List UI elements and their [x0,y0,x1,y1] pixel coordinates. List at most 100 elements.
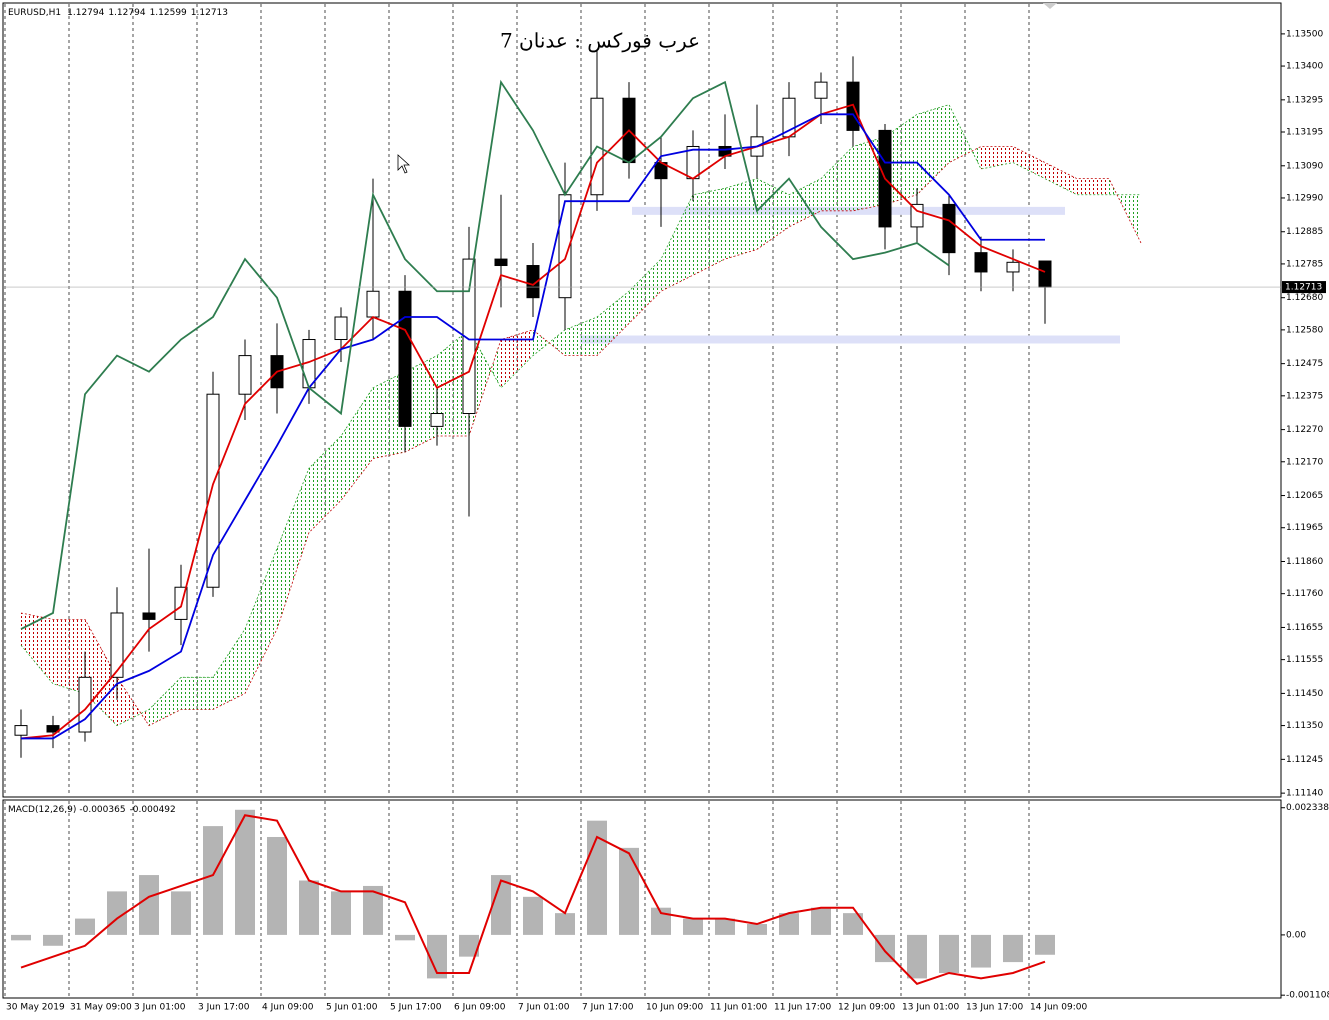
macd-bar [299,880,319,935]
cloud-segment [853,136,885,211]
macd-bar [683,918,703,935]
candle-body [366,290,380,318]
macd-bar [75,918,95,935]
candle-body [14,725,28,736]
x-tick-label: 7 Jun 01:00 [518,1003,570,1013]
x-tick-label: 13 Jun 17:00 [966,1003,1023,1013]
macd-bar [459,934,479,957]
header-high: 1.12794 [108,8,145,18]
header-low: 1.12599 [150,8,187,18]
x-tick-label: 11 Jun 17:00 [774,1003,831,1013]
candle-body [78,676,92,733]
y-tick-label: 0.002338 [1286,803,1329,813]
x-tick-label: 10 Jun 09:00 [646,1003,703,1013]
x-tick-label: 5 Jun 01:00 [326,1003,378,1013]
candle-body [238,355,252,395]
x-tick-label: 3 Jun 17:00 [198,1003,250,1013]
y-tick-label: 1.11555 [1286,655,1323,665]
cloud-segment [469,329,501,437]
y-tick-label: 1.12065 [1286,491,1323,501]
macd-bar [1035,934,1055,955]
x-tick-label: 31 May 09:00 [70,1003,132,1013]
y-tick-label: 1.11760 [1286,589,1323,599]
y-tick-label: 1.13195 [1286,128,1323,138]
x-tick-label: 7 Jun 17:00 [582,1003,634,1013]
mouse-cursor [397,154,411,174]
cloud-segment [341,387,373,501]
macd-bar [747,924,767,935]
cloud-segment [693,188,725,276]
y-tick-label: 1.12270 [1286,425,1323,435]
y-tick-label: 1.13295 [1286,95,1323,105]
macd-panel [2,799,1282,999]
cloud-segment [213,629,245,710]
macd-title: MACD(12,26,9) [8,805,76,815]
macd-bar [779,913,799,935]
x-tick-label: 5 Jun 17:00 [390,1003,442,1013]
cloud-segment [821,146,853,211]
macd-bar [43,934,63,946]
y-tick-label: 1.12580 [1286,325,1323,335]
indicator-line [20,103,1046,740]
header-open: 1.12794 [67,8,104,18]
cloud-segment [245,548,277,694]
y-tick-label: 1.12885 [1286,227,1323,237]
cloud-segment [149,677,181,726]
macd-bar [331,891,351,935]
cloud-segment [885,114,917,205]
x-tick-label: 14 Jun 09:00 [1030,1003,1087,1013]
macd-bar [235,809,255,935]
macd-bar [395,934,415,941]
candle-body [942,203,956,254]
cloud-segment [565,316,597,356]
candle-body [494,258,508,267]
cloud-segment [501,329,533,388]
cloud-segment [1077,178,1109,195]
candle-body [1038,260,1052,288]
y-tick-label: 1.11860 [1286,557,1323,567]
price-label: 1.12713 [1285,283,1322,293]
macd-bar [139,875,159,935]
macd-bar [619,847,639,935]
candle-body [974,252,988,273]
y-tick-label: 1.13400 [1286,62,1323,72]
candle-body [110,612,124,678]
chart-title: عرب فوركس : عدنان 7 [500,29,700,53]
candle-body [142,612,156,620]
chart-header: EURUSD,H1 1.12794 1.12794 1.12599 1.12713 [8,8,228,18]
macd-bar [1003,934,1023,963]
x-tick-label: 12 Jun 09:00 [838,1003,895,1013]
macd-bar [555,913,575,935]
signal-line [20,814,1046,986]
y-tick-label: 1.12680 [1286,293,1323,303]
cloud-segment [661,194,693,292]
cloud-segment [597,291,629,356]
macd-bar [267,836,287,935]
macd-bar [203,826,223,935]
candle-body [334,316,348,341]
candle-body [206,393,220,588]
macd-bar [427,934,447,979]
macd-main-last: -0.000365 [79,805,125,815]
candle-body [46,725,60,733]
cloud-segment [373,371,405,459]
macd-bar [523,896,543,935]
x-tick-label: 4 Jun 09:00 [262,1003,314,1013]
cloud-segment [277,468,309,630]
candle-body [814,81,828,99]
cloud-segment [1045,162,1077,195]
x-tick-label: 6 Jun 09:00 [454,1003,506,1013]
x-tick-label: 11 Jun 01:00 [710,1003,767,1013]
header-close: 1.12713 [191,8,228,18]
cloud-span [20,104,1141,727]
macd-header: MACD(12,26,9) -0.000365 -0.000492 [8,805,176,815]
symbol: EURUSD,H1 [8,8,61,18]
macd-bar [715,918,735,935]
cloud-segment [405,355,437,453]
candle-body [398,290,412,427]
cloud-segment [53,619,85,694]
candle-body [1006,261,1020,273]
candle-body [526,265,540,299]
macd-bar [811,907,831,935]
